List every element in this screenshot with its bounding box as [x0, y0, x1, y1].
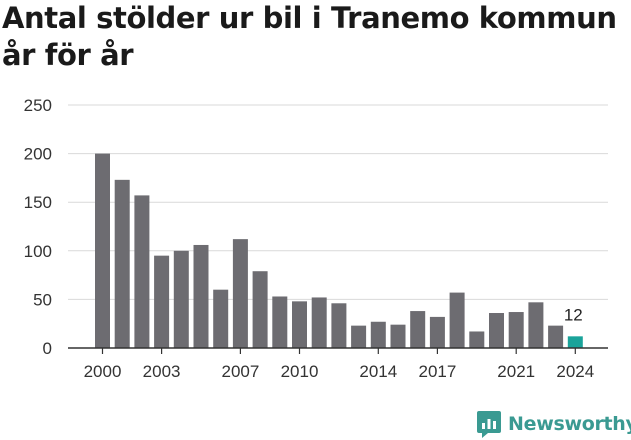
bar-2021	[508, 312, 524, 348]
y-tick-label: 50	[33, 290, 52, 309]
bar-2020	[489, 313, 504, 348]
newsworthy-logo[interactable]: Newsworthy	[476, 408, 631, 440]
x-tick-label: 2003	[143, 362, 181, 381]
bar-2016	[410, 311, 426, 348]
bar-2024	[567, 336, 583, 348]
brand-name: Newsworthy	[508, 413, 631, 435]
bar-2009	[272, 296, 288, 348]
x-tick-label: 2007	[221, 362, 259, 381]
y-tick-label: 0	[43, 339, 52, 358]
bar-2011	[311, 297, 327, 348]
bar-2013	[351, 325, 367, 348]
x-tick-label: 2010	[281, 362, 319, 381]
y-tick-label: 150	[24, 193, 52, 212]
bar-2012	[331, 303, 347, 348]
bar-2008	[252, 271, 268, 348]
x-tick-label: 2000	[84, 362, 122, 381]
x-tick-label: 2014	[359, 362, 397, 381]
bar-2018	[449, 292, 465, 348]
bar-2006	[213, 289, 229, 348]
bar-2019	[469, 331, 485, 348]
bar-2001	[114, 179, 130, 348]
bar-2007	[232, 239, 248, 348]
y-tick-label: 100	[24, 242, 52, 261]
x-tick-label: 2017	[418, 362, 456, 381]
bar-2005	[193, 244, 209, 348]
newsworthy-icon	[477, 411, 501, 438]
bar-2015	[390, 324, 406, 348]
bar-2014	[370, 321, 386, 348]
bar-2010	[292, 301, 307, 348]
bar-2003	[154, 255, 170, 348]
bar-2022	[528, 302, 544, 348]
bar-2017	[429, 316, 445, 348]
bars	[95, 153, 583, 348]
x-tick-label: 2024	[556, 362, 594, 381]
bar-chart: 0 50 100 150 200 250 2000 2003 2007 2010 2014 2017…	[24, 96, 608, 381]
bar-2000	[95, 153, 110, 348]
bar-2023	[548, 325, 564, 348]
x-axis-ticks: 2000 2003 2007 2010 2014 2017 2021 2024	[84, 348, 594, 381]
y-tick-label: 200	[24, 145, 52, 164]
data-label-2024: 12	[564, 305, 583, 324]
chart-title: Antal stölder ur bil i Tranemo kommun år…	[2, 1, 617, 72]
bar-2004	[173, 250, 189, 348]
bar-2002	[134, 195, 150, 348]
x-tick-label: 2021	[497, 362, 535, 381]
y-axis-ticks: 0 50 100 150 200 250	[24, 96, 52, 358]
data-labels: 12	[564, 305, 583, 324]
y-tick-label: 250	[24, 96, 52, 115]
